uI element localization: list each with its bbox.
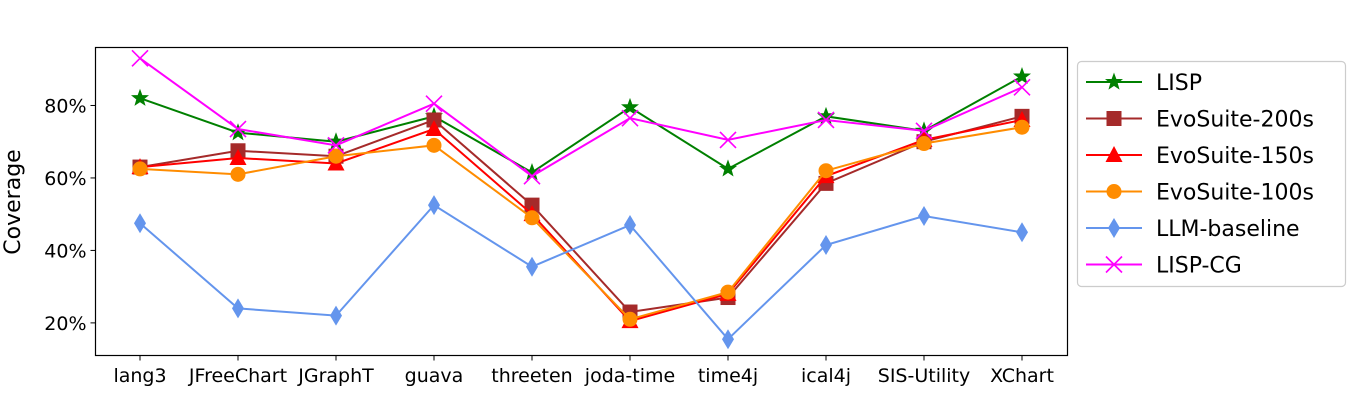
data-point	[524, 197, 540, 213]
data-point	[1012, 67, 1032, 85]
x-tick-label: JGraphT	[297, 365, 374, 387]
data-point	[134, 213, 146, 234]
series-line	[139, 118, 1023, 323]
x-tick-label: joda-time	[584, 365, 675, 387]
legend-marker	[1106, 111, 1122, 126]
plot-area	[94, 46, 1069, 357]
y-tick-label: 60%	[44, 168, 86, 190]
series-line	[139, 57, 1023, 178]
data-point	[132, 161, 148, 177]
legend-label: EvoSuite-100s	[1156, 181, 1314, 206]
legend-label: EvoSuite-150s	[1156, 144, 1314, 169]
data-point	[523, 167, 541, 185]
y-tick-label: 80%	[44, 95, 86, 117]
legend-entry: EvoSuite-200s	[1086, 108, 1314, 133]
legend-marker	[1106, 184, 1122, 199]
data-point	[916, 136, 932, 152]
plot-frame	[94, 46, 1069, 357]
data-point	[624, 215, 636, 236]
data-point	[620, 97, 640, 115]
legend-entry: LISP-CG	[1086, 254, 1242, 279]
data-point	[230, 166, 246, 182]
x-tick-label: ical4j	[801, 365, 851, 387]
data-point	[818, 163, 834, 179]
legend-marker	[1105, 255, 1123, 274]
legend-label: LISP-CG	[1156, 254, 1242, 279]
legend-entry: LISP	[1086, 71, 1202, 96]
series-evosuite-150s	[131, 110, 1031, 329]
data-point	[820, 234, 832, 255]
data-point	[722, 329, 734, 350]
legend-entry: LLM-baseline	[1086, 217, 1300, 242]
data-point	[817, 111, 835, 129]
x-axis: lang3 JFreeChart JGraphT guava threeten joda-…	[113, 355, 1054, 387]
legend-marker	[1108, 218, 1120, 238]
series-line	[139, 115, 1023, 314]
x-tick-label: SIS-Utility	[878, 365, 970, 387]
data-point	[622, 311, 638, 327]
x-tick-label: JFreeChart	[188, 365, 287, 387]
y-tick-label: 40%	[44, 240, 86, 262]
legend-label: LLM-baseline	[1156, 217, 1300, 242]
series-lisp-cg	[131, 49, 1031, 185]
y-axis-label: Coverage	[1, 149, 26, 254]
data-point	[327, 136, 345, 154]
data-point	[426, 137, 442, 153]
data-point	[918, 205, 930, 226]
data-point	[428, 195, 440, 216]
x-tick-label: guava	[405, 365, 464, 387]
legend-label: EvoSuite-200s	[1156, 108, 1314, 133]
legend-marker	[1104, 72, 1124, 90]
x-tick-label: XChart	[990, 365, 1054, 387]
series-line	[139, 75, 1023, 174]
data-point	[526, 256, 538, 277]
series-llm-baseline	[134, 195, 1028, 350]
data-point	[229, 120, 247, 138]
data-point	[524, 210, 540, 226]
series-line	[139, 203, 1023, 341]
data-point	[915, 122, 933, 140]
data-point	[720, 284, 736, 300]
data-point	[232, 298, 244, 319]
data-point	[330, 305, 342, 326]
series-line	[139, 126, 1023, 321]
data-point	[621, 109, 639, 127]
data-point	[718, 159, 738, 177]
x-tick-label: threeten	[491, 365, 572, 387]
data-point	[1016, 222, 1028, 243]
x-tick-label: time4j	[698, 365, 758, 387]
y-tick-label: 20%	[44, 313, 86, 335]
x-tick-label: lang3	[113, 365, 166, 387]
data-point	[1014, 119, 1030, 135]
data-point	[425, 120, 443, 137]
legend-entry: EvoSuite-100s	[1086, 181, 1314, 206]
data-point	[719, 131, 737, 149]
data-point	[426, 112, 442, 128]
data-point	[328, 148, 344, 164]
data-point	[228, 123, 248, 141]
legend-marker	[1105, 146, 1123, 162]
series-layer	[130, 49, 1032, 350]
y-axis: 20% 40% 60% 80%	[44, 95, 96, 335]
legend-frame	[1076, 60, 1347, 288]
series-lisp	[130, 67, 1032, 181]
data-point	[425, 95, 443, 113]
legend-entry: EvoSuite-150s	[1086, 144, 1314, 169]
legend: LISP EvoSuite-200s EvoSuite-150s EvoSuite-1…	[1076, 60, 1347, 288]
series-evosuite-100s	[132, 119, 1030, 327]
data-point	[1013, 78, 1031, 96]
data-point	[130, 88, 150, 106]
data-point	[131, 49, 149, 67]
legend-label: LISP	[1156, 71, 1202, 96]
data-point	[229, 149, 247, 166]
